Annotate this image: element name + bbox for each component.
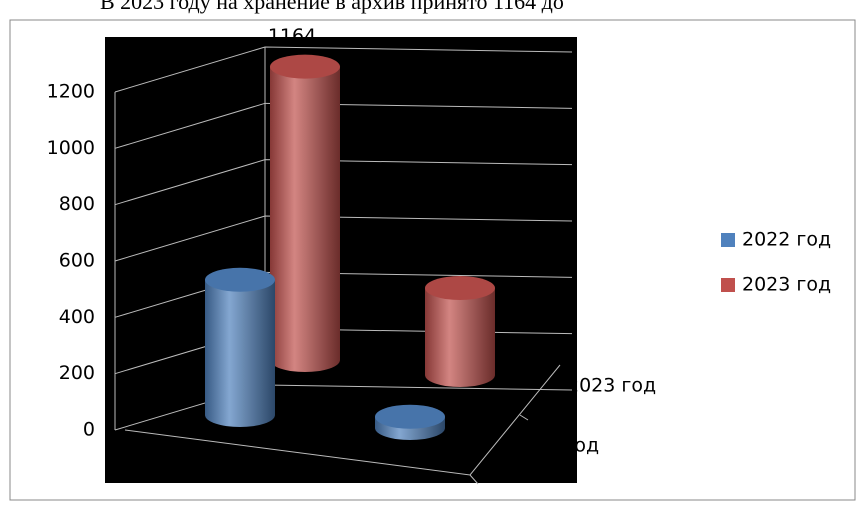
y-tick-label: 0 [83, 419, 95, 441]
y-tick-label: 800 [59, 193, 95, 215]
legend-swatch [721, 278, 735, 292]
y-tick-label: 1000 [47, 137, 95, 159]
cylinder [270, 54, 340, 372]
depth-label: 2022 год [510, 435, 599, 457]
legend-label: 2023 год [742, 274, 831, 296]
cylinder [205, 267, 275, 427]
y-tick-label: 400 [59, 306, 95, 328]
depth-label: 2023 год [567, 375, 656, 397]
floor-edge [519, 414, 529, 421]
data-label: 1164 [268, 25, 316, 47]
header-text: В 2023 году на хранение в архив принято … [100, 0, 564, 14]
cylinder-top [270, 54, 340, 79]
chart: 0 200 400 600 800 1000 1200 1164 [47, 25, 573, 485]
plot-area [105, 37, 577, 483]
legend-label: 2022 год [742, 229, 831, 251]
legend-swatch [721, 233, 735, 247]
bar [205, 279, 275, 415]
cylinder [375, 404, 445, 440]
cylinder-top [425, 276, 495, 301]
cylinder-top [375, 404, 445, 429]
floor-edge [469, 474, 479, 485]
y-tick-label: 600 [59, 250, 95, 272]
cylinder-top [205, 267, 275, 292]
cylinder [425, 276, 495, 387]
bar [425, 288, 495, 375]
y-tick-label: 200 [59, 362, 95, 384]
bar [270, 66, 340, 360]
y-tick-label: 1200 [47, 81, 95, 103]
